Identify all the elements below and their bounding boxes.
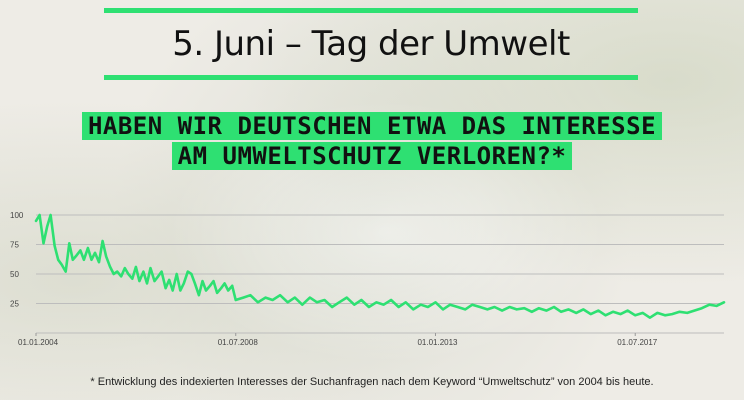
x-tick-label: 01.01.2013 (417, 338, 458, 347)
headline-line-1: HABEN WIR DEUTSCHEN ETWA DAS INTERESSE (81, 112, 663, 140)
interest-line-chart: 100 75 50 25 01.01.2004 01.07.2008 01.01.2013 0… (10, 211, 726, 347)
y-tick-label: 75 (10, 241, 19, 250)
y-tick-label: 100 (10, 211, 24, 220)
headline: HABEN WIR DEUTSCHEN ETWA DAS INTERESSE A… (0, 112, 744, 170)
x-tick-label: 01.07.2008 (218, 338, 259, 347)
headline-line-2: AM UMWELTSCHUTZ VERLOREN?* (171, 142, 573, 170)
x-tick-label: 01.07.2017 (617, 338, 658, 347)
x-tick-label: 01.01.2004 (18, 338, 59, 347)
footnote: * Entwicklung des indexierten Interesses… (90, 376, 654, 388)
title-banner: 5. Juni – Tag der Umwelt (104, 8, 638, 80)
y-tick-label: 25 (10, 300, 19, 309)
series-line-0 (34, 213, 726, 319)
page-title: 5. Juni – Tag der Umwelt (172, 24, 570, 64)
y-tick-label: 50 (10, 270, 19, 279)
